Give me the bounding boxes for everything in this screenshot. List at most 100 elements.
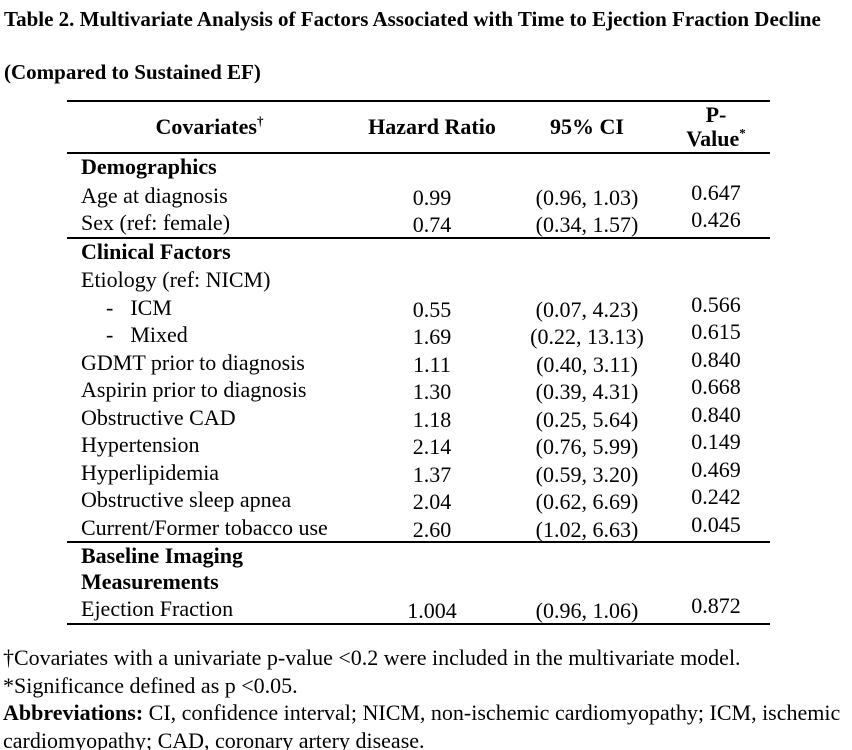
hazard-ratio-cell: 1.11 [413,351,451,377]
p-value-cell: 0.872 [691,593,741,618]
section-heading: Clinical Factors [81,238,231,264]
hazard-ratio-cell: 0.74 [412,212,452,237]
covariate-label: GDMT prior to diagnosis [81,349,305,375]
covariate-label: Age at diagnosis [81,182,228,208]
covariate-cell: Aspirin prior to diagnosis [67,376,352,404]
p-value-cell: 0.426 [691,207,741,232]
abbreviations-text: CI, confidence interval; NICM, non-ische… [143,700,841,725]
footnote-abbreviations-line2: cardiomyopathy; CAD, coronary artery dis… [3,727,425,750]
p-value-cell: 0.045 [691,511,741,537]
covariate-cell: Hypertension [67,431,352,459]
covariate-cell: Age at diagnosis [67,182,352,210]
ci-cell: (0.62, 6.69) [535,489,639,514]
table-row: - Mixed 1.69 (0.22, 13.13) 0.615 [67,319,770,349]
section-heading: Demographics [81,154,217,179]
section-heading-row: Clinical Factors [67,236,770,267]
covariate-label: Sex (ref: female) [81,210,231,235]
covariate-label: Hyperlipidemia [81,459,220,485]
hazard-ratio-cell: 1.69 [412,324,452,349]
header-p-value-line2: Value* [662,127,770,151]
dash-bullet: - [106,322,114,347]
hazard-ratio-cell: 0.55 [412,296,452,322]
multivariate-analysis-table: Covariates† Hazard Ratio 95% CI P- Value… [67,100,770,625]
covariate-cell: - ICM [67,294,352,322]
table-row: Ejection Fraction 1.004 (0.96, 1.06) 0.872 [67,593,770,623]
footnotes: †Covariates with a univariate p-value <0… [3,644,848,750]
table-row: Obstructive sleep apnea 2.04 (0.62, 6.69) 0… [67,484,770,514]
p-value-cell: 0.149 [691,429,741,454]
table-row: GDMT prior to diagnosis 1.11 (0.40, 3.11) 0… [67,346,770,377]
table-title-line1: Table 2. Multivariate Analysis of Factor… [4,7,821,31]
footnote-significance: *Significance defined as p <0.05. [3,672,298,698]
header-covariates: Covariates† [67,114,352,140]
hazard-ratio-cell: 1.004 [407,598,457,623]
ci-cell: (1.02, 6.63) [535,516,639,542]
ci-cell [512,268,662,296]
footnote-dagger: †Covariates with a univariate p-value <0… [3,645,741,670]
hazard-ratio-cell: 1.37 [412,461,452,487]
header-p-value: P- Value* [662,103,770,151]
footnote-abbreviations-line1: Abbreviations: CI, confidence interval; … [3,699,848,727]
p-value-cell: 0.566 [691,291,741,317]
ci-cell: (0.76, 5.99) [535,434,639,459]
covariate-cell: Hyperlipidemia [67,459,352,487]
section-heading-row: Demographics [67,154,770,182]
asterisk-superscript: * [739,125,746,141]
covariate-cell: Etiology (ref: NICM) [67,266,352,294]
header-hazard-ratio: Hazard Ratio [368,114,496,139]
ci-cell: (0.96, 1.03) [535,184,639,210]
covariate-cell: Ejection Fraction [67,595,352,623]
covariate-label: Obstructive sleep apnea [81,487,292,512]
p-value-cell: 0.242 [691,484,741,509]
covariate-cell: - Mixed [67,321,352,349]
table-row: Hyperlipidemia 1.37 (0.59, 3.20) 0.469 [67,456,770,487]
ci-cell: (0.96, 1.06) [535,598,639,623]
header-p-value-line1: P- [705,102,727,127]
abbreviations-label: Abbreviations: [3,700,144,725]
header-p-value-word: Value [686,126,740,151]
hazard-ratio-cell: 2.14 [412,434,452,459]
table-row: Current/Former tobacco use 2.60 (1.02, 6.6… [67,511,770,542]
table-body: Demographics Age at diagnosis 0.99 (0.96, 1… [67,154,770,623]
hazard-ratio-cell: 1.30 [412,379,452,404]
table-row: Aspirin prior to diagnosis 1.30 (0.39, 4.3… [67,374,770,404]
table-row: Etiology (ref: NICM) [67,266,770,294]
table-row: Sex (ref: female) 0.74 (0.34, 1.57) 0.426 [67,207,770,237]
header-covariates-label: Covariates [155,114,257,139]
dagger-superscript: † [256,113,264,129]
table-title-line2: (Compared to Sustained EF) [4,60,261,84]
p-value-cell: 0.469 [691,456,741,482]
table-row: Obstructive CAD 1.18 (0.25, 5.64) 0.840 [67,401,770,432]
ci-cell: (0.34, 1.57) [535,212,639,237]
hazard-ratio-cell [352,268,512,296]
table-row: - ICM 0.55 (0.07, 4.23) 0.566 [67,291,770,322]
p-value-cell: 0.615 [691,319,741,344]
ci-cell: (0.22, 13.13) [530,324,644,349]
dash-bullet: - [106,294,114,320]
table-header-row: Covariates† Hazard Ratio 95% CI P- Value… [67,102,770,154]
covariate-label: Current/Former tobacco use [81,514,328,540]
ci-cell: (0.40, 3.11) [536,351,638,377]
covariate-label: Hypertension [81,432,200,457]
covariate-label: Ejection Fraction [81,596,234,621]
hazard-ratio-cell: 0.99 [412,184,452,210]
p-value-cell: 0.668 [691,374,741,399]
covariate-label: Etiology (ref: NICM) [81,267,271,292]
p-value-cell: 0.840 [691,401,741,427]
p-value-cell [662,263,770,291]
ci-cell: (0.59, 3.20) [535,461,639,487]
hazard-ratio-cell: 2.04 [412,489,452,514]
p-value-cell: 0.840 [691,346,741,372]
header-95-ci: 95% CI [550,114,624,139]
covariate-cell: Obstructive CAD [67,404,352,432]
ci-cell: (0.25, 5.64) [535,406,639,432]
covariate-cell: GDMT prior to diagnosis [67,349,352,377]
covariate-cell: Current/Former tobacco use [67,514,352,542]
table-row: Hypertension 2.14 (0.76, 5.99) 0.149 [67,429,770,459]
covariate-label: Obstructive CAD [81,404,236,430]
hazard-ratio-cell: 2.60 [412,516,452,542]
ci-cell: (0.07, 4.23) [535,296,639,322]
hazard-ratio-cell: 1.18 [412,406,452,432]
ci-cell: (0.39, 4.31) [535,379,639,404]
